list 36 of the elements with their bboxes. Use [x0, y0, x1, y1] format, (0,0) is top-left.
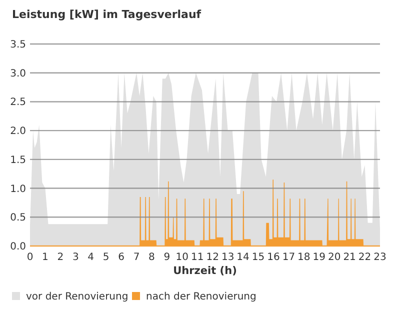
x-tick-label: 12 — [206, 252, 219, 263]
x-tick-label: 20 — [328, 252, 341, 263]
x-tick-label: 16 — [267, 252, 280, 263]
x-tick-label: 21 — [343, 252, 356, 263]
x-tick-label: 5 — [102, 252, 110, 263]
x-tick-label: 13 — [221, 252, 234, 263]
x-tick-label: 7 — [133, 252, 140, 263]
x-tick-label: 9 — [164, 252, 170, 263]
legend-label: nach der Renovierung — [146, 292, 256, 302]
y-tick-label: 0.5 — [10, 212, 26, 224]
y-tick-label: 2.0 — [10, 126, 26, 138]
y-tick-label: 3.0 — [10, 68, 26, 80]
x-tick-label: 15 — [252, 252, 265, 263]
x-tick-label: 4 — [88, 252, 94, 263]
legend-label: vor der Renovierung — [26, 292, 128, 302]
x-tick-label: 6 — [118, 252, 124, 263]
x-tick-label: 17 — [282, 252, 296, 263]
x-tick-label: 19 — [312, 252, 326, 263]
x-tick-label: 2 — [57, 252, 64, 263]
x-tick-label: 23 — [374, 252, 386, 263]
x-tick-label: 0 — [26, 252, 34, 263]
x-tick-label: 11 — [191, 252, 204, 263]
y-tick-label: 1.5 — [10, 154, 26, 166]
y-tick-label: 1.0 — [10, 184, 26, 195]
x-tick-label: 1 — [42, 252, 48, 263]
chart-title: Leistung [kW] im Tagesverlauf — [12, 8, 202, 21]
x-tick-label: 8 — [148, 252, 155, 263]
x-axis-title: Uhrzeit (h) — [173, 265, 237, 277]
y-tick-label: 0.0 — [10, 242, 26, 252]
y-tick-label: 2.5 — [10, 97, 26, 108]
x-tick-label: 3 — [72, 252, 79, 263]
x-tick-label: 18 — [298, 252, 310, 263]
x-tick-label: 14 — [236, 252, 250, 263]
x-tick-label: 10 — [176, 252, 189, 263]
y-tick-label: 3.5 — [10, 40, 26, 50]
x-tick-label: 22 — [358, 252, 372, 263]
